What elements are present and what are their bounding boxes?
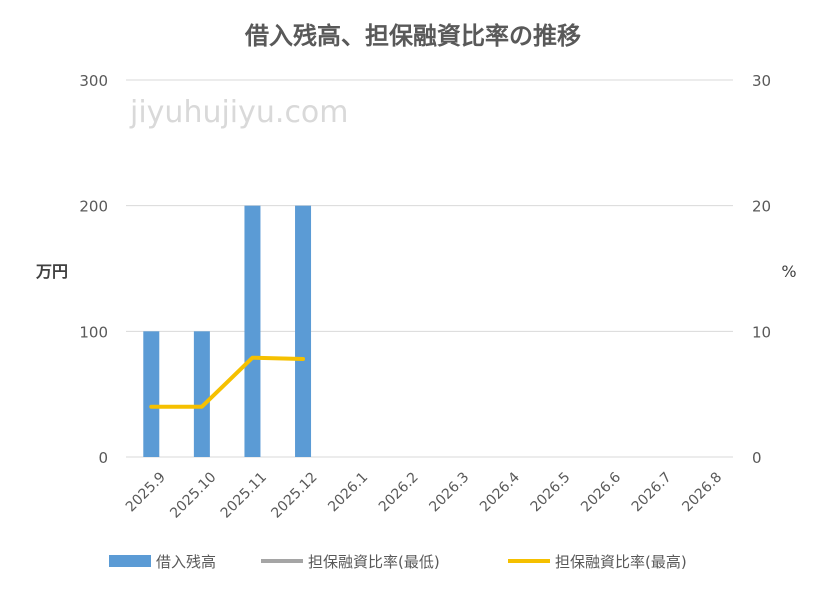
bar [143,331,160,457]
legend-swatch [109,555,151,567]
y-right-tick-labels: 0 10 20 30 [752,72,771,467]
y-right-tick-label: 20 [752,198,771,216]
y-left-tick-labels: 0 100 200 300 [79,72,108,467]
legend-label: 担保融資比率(最低) [308,553,440,571]
x-tick-label: 2025.11 [218,469,270,521]
y-right-tick-label: 0 [752,449,762,467]
legend-label: 借入残高 [156,553,216,571]
legend-label: 担保融資比率(最高) [555,553,687,571]
x-tick-label: 2026.3 [426,469,472,515]
x-tick-label: 2026.8 [679,469,725,515]
y-left-tick-label: 0 [98,449,108,467]
y-left-axis-label: 万円 [35,262,68,281]
x-tick-label: 2025.9 [123,469,169,515]
y-right-tick-label: 30 [752,72,771,90]
bar [295,205,312,457]
x-tick-label: 2026.1 [325,469,371,515]
y-left-tick-label: 200 [79,198,108,216]
bar-series [143,205,312,457]
y-right-axis-label: % [781,262,796,281]
y-left-tick-label: 300 [79,72,108,90]
x-tick-label: 2025.12 [268,469,320,521]
x-tick-label: 2026.7 [629,469,675,515]
y-left-tick-label: 100 [79,323,108,341]
series-line [149,355,306,409]
x-tick-label: 2026.4 [477,469,523,515]
x-tick-label: 2026.2 [376,469,422,515]
legend: 借入残高 担保融資比率(最低) 担保融資比率(最高) [109,553,687,571]
x-tick-label: 2026.6 [578,469,624,515]
watermark: jiyuhujiyu.com [129,95,349,130]
bar [244,205,261,457]
x-tick-label: 2025.10 [167,469,219,521]
y-right-tick-label: 10 [752,323,771,341]
bar [193,331,210,457]
chart-title: 借入残高、担保融資比率の推移 [244,22,581,50]
gridlines [126,79,733,458]
x-tick-label: 2026.5 [528,469,574,515]
line-series [149,355,306,409]
